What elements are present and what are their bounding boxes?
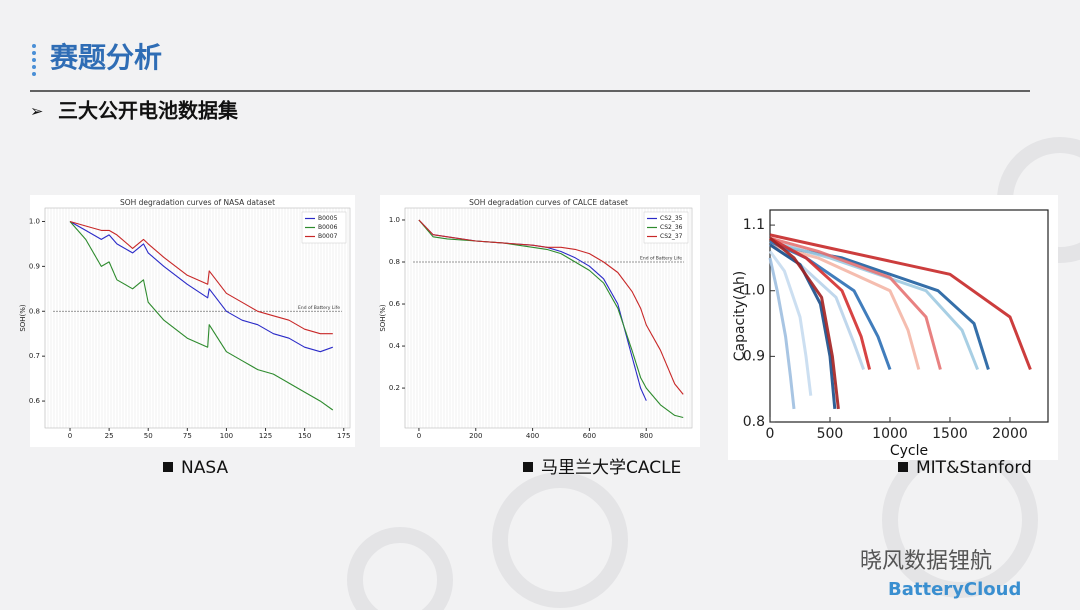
x-axis-label: Cycle	[890, 443, 928, 459]
y-tick-label: 0.6	[29, 397, 41, 405]
x-tick-label: 400	[526, 432, 539, 440]
x-tick-label: 1500	[932, 426, 968, 442]
series-line	[769, 236, 872, 370]
y-tick-label: 0.7	[29, 352, 40, 360]
y-tick-label: 0.8	[29, 307, 40, 315]
caption: 马里兰大学CACLE	[541, 458, 681, 478]
y-tick-label: 0.9	[743, 348, 765, 364]
series-line	[769, 236, 942, 370]
y-tick-label: 0.8	[389, 258, 400, 266]
y-tick-label: 1.0	[743, 283, 765, 299]
legend-label: CS2_37	[660, 233, 683, 240]
x-tick-label: 800	[640, 432, 653, 440]
reference-label: End of Battery Life	[640, 256, 682, 262]
bullet: ➢	[30, 102, 43, 121]
caption: NASA	[181, 458, 228, 478]
series-line	[768, 257, 796, 410]
x-tick-label: 2000	[992, 426, 1028, 442]
caption-bullet	[163, 462, 173, 472]
x-tick-label: 0	[417, 432, 421, 440]
x-tick-label: 50	[144, 432, 153, 440]
slide-title: 赛题分析	[50, 41, 162, 74]
series-line	[69, 221, 334, 411]
y-axis-label: Capacity(Ah)	[732, 271, 748, 362]
y-axis-label: SOH(%)	[19, 304, 27, 332]
chart-title: SOH degradation curves of CALCE dataset	[469, 198, 628, 207]
caption-bullet	[898, 462, 908, 472]
watermark-brand: BatteryCloud	[888, 579, 1021, 600]
x-tick-label: 1000	[872, 426, 908, 442]
caption-bullet	[523, 462, 533, 472]
series-line	[769, 243, 921, 370]
chart-background	[728, 195, 1058, 460]
x-tick-label: 75	[183, 432, 192, 440]
legend-label: B0006	[318, 224, 338, 231]
x-tick-label: 200	[469, 432, 482, 440]
series-line	[768, 250, 813, 396]
caption: MIT&Stanford	[916, 458, 1032, 478]
y-tick-label: 0.6	[389, 300, 401, 308]
legend-label: B0007	[318, 233, 338, 240]
legend-label: B0005	[318, 215, 338, 222]
x-tick-label: 175	[337, 432, 350, 440]
y-tick-label: 1.0	[389, 216, 400, 224]
plot-frame	[769, 209, 1049, 423]
subtitle: 三大公开电池数据集	[58, 99, 239, 123]
y-tick-label: 0.8	[743, 414, 765, 430]
legend-label: CS2_36	[660, 224, 683, 231]
x-tick-label: 600	[583, 432, 596, 440]
y-tick-label: 1.1	[743, 217, 765, 233]
y-tick-label: 0.4	[389, 342, 401, 350]
x-tick-label: 100	[220, 432, 233, 440]
series-line	[769, 240, 979, 371]
watermark-account: 晓风数据锂航	[860, 549, 992, 574]
x-tick-label: 25	[105, 432, 114, 440]
plot-frame	[404, 207, 693, 429]
x-tick-label: 500	[817, 426, 844, 442]
plot-frame	[44, 207, 351, 429]
series-line	[769, 243, 837, 410]
series-line	[769, 233, 1032, 371]
series-line	[769, 237, 840, 410]
series-line	[69, 221, 333, 353]
x-tick-label: 125	[259, 432, 272, 440]
y-tick-label: 0.9	[29, 262, 40, 270]
x-tick-label: 150	[298, 432, 311, 440]
y-axis-label: SOH(%)	[379, 304, 387, 332]
chart-title: SOH degradation curves of NASA dataset	[120, 198, 275, 207]
reference-label: End of Battery Life	[298, 305, 340, 311]
series-line	[69, 220, 333, 335]
title-dots	[32, 44, 36, 76]
x-tick-label: 0	[766, 426, 775, 442]
x-tick-label: 0	[68, 432, 72, 440]
series-line	[418, 219, 684, 395]
legend-label: CS2_35	[660, 215, 683, 222]
y-tick-label: 1.0	[29, 217, 40, 225]
y-tick-label: 0.2	[389, 384, 400, 392]
